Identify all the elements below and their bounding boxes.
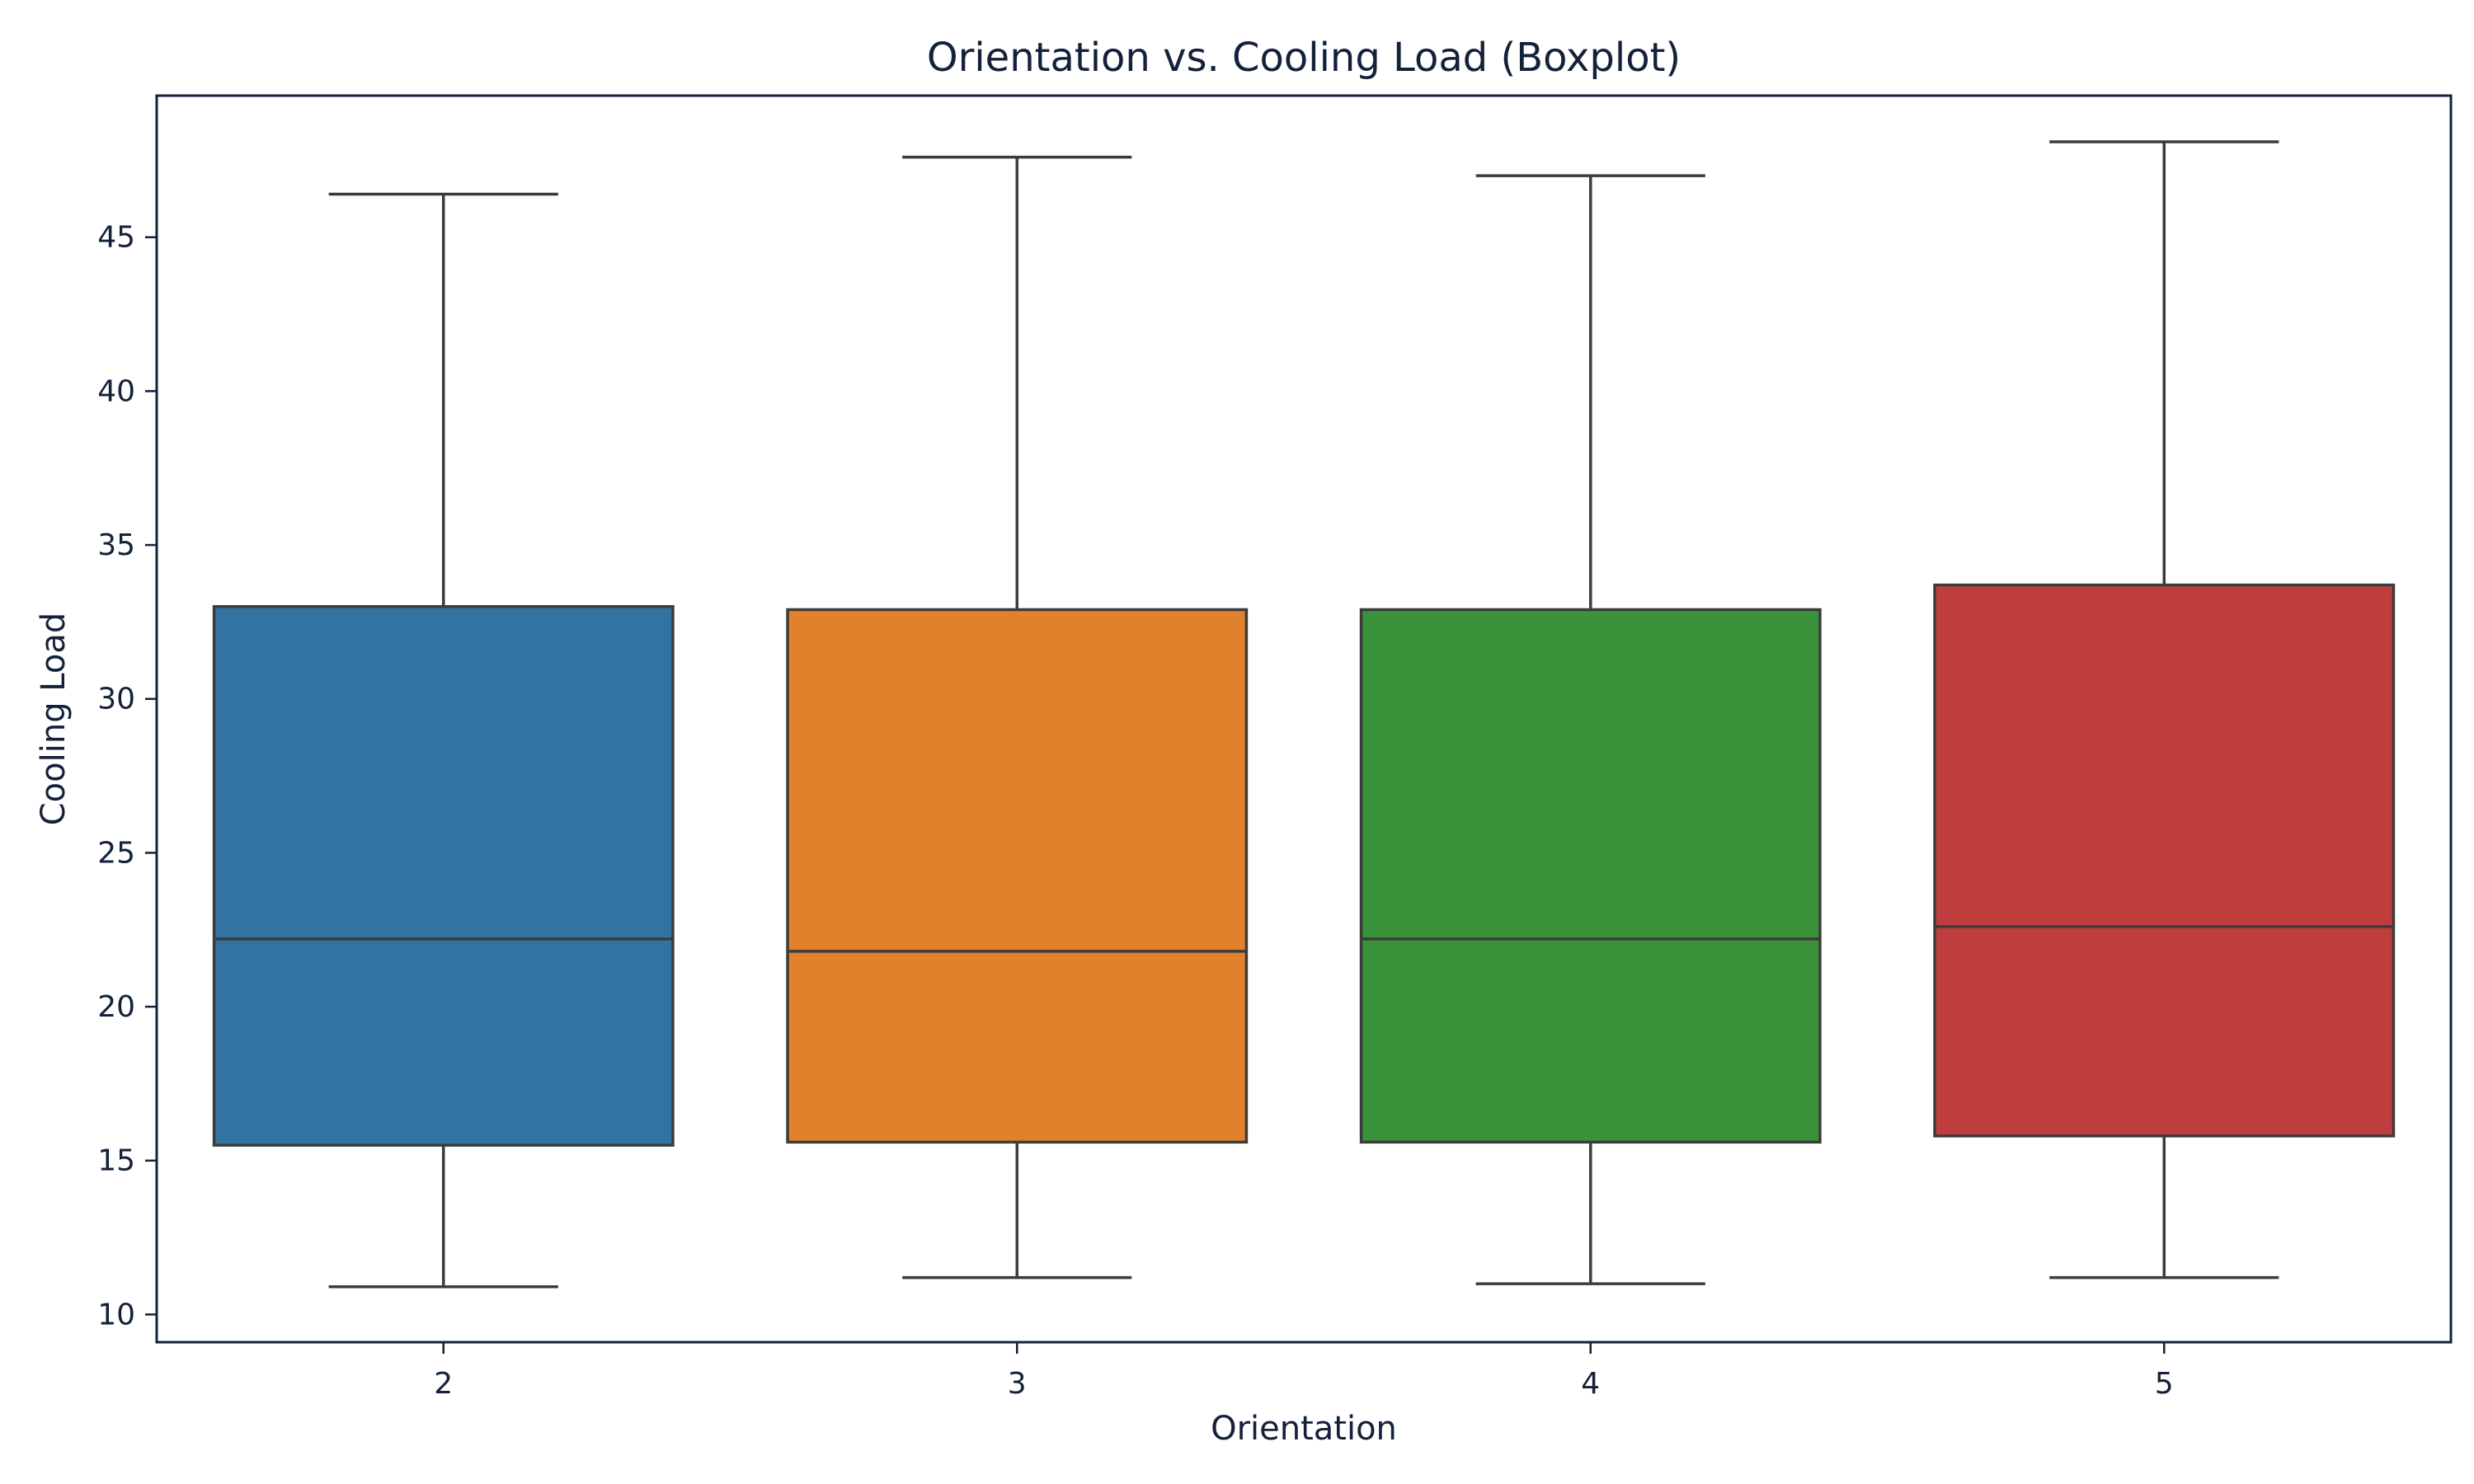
box-2 bbox=[212, 604, 675, 1147]
box-group-3 bbox=[786, 155, 1249, 1280]
y-axis: 10 15 20 25 30 35 40 45 bbox=[97, 221, 157, 1331]
plot-area bbox=[212, 140, 2396, 1289]
y-tick-label: 10 bbox=[97, 1298, 135, 1331]
y-tick-label: 40 bbox=[97, 374, 135, 408]
y-tick-label: 30 bbox=[97, 683, 135, 716]
box-4 bbox=[1359, 608, 1822, 1144]
box-3 bbox=[786, 608, 1249, 1144]
x-tick-label: 2 bbox=[434, 1367, 453, 1401]
y-axis-label: Cooling Load bbox=[35, 613, 73, 826]
y-tick-label: 35 bbox=[97, 528, 135, 562]
chart-title: Orientation vs. Cooling Load (Boxplot) bbox=[927, 35, 1681, 81]
box-5 bbox=[1933, 583, 2396, 1138]
y-tick-label: 45 bbox=[97, 221, 135, 255]
x-tick-label: 5 bbox=[2155, 1367, 2174, 1401]
y-tick-label: 15 bbox=[97, 1144, 135, 1178]
box-group-4 bbox=[1359, 174, 1822, 1285]
box-group-5 bbox=[1933, 140, 2396, 1280]
box-group-2 bbox=[212, 192, 675, 1289]
y-tick-label: 20 bbox=[97, 990, 135, 1024]
y-tick-label: 25 bbox=[97, 836, 135, 870]
x-tick-label: 4 bbox=[1581, 1367, 1600, 1401]
x-tick-label: 3 bbox=[1008, 1367, 1027, 1401]
x-axis-label: Orientation bbox=[1211, 1410, 1397, 1448]
plot-frame bbox=[155, 94, 2453, 1344]
x-axis: 2 3 4 5 bbox=[434, 1342, 2174, 1401]
